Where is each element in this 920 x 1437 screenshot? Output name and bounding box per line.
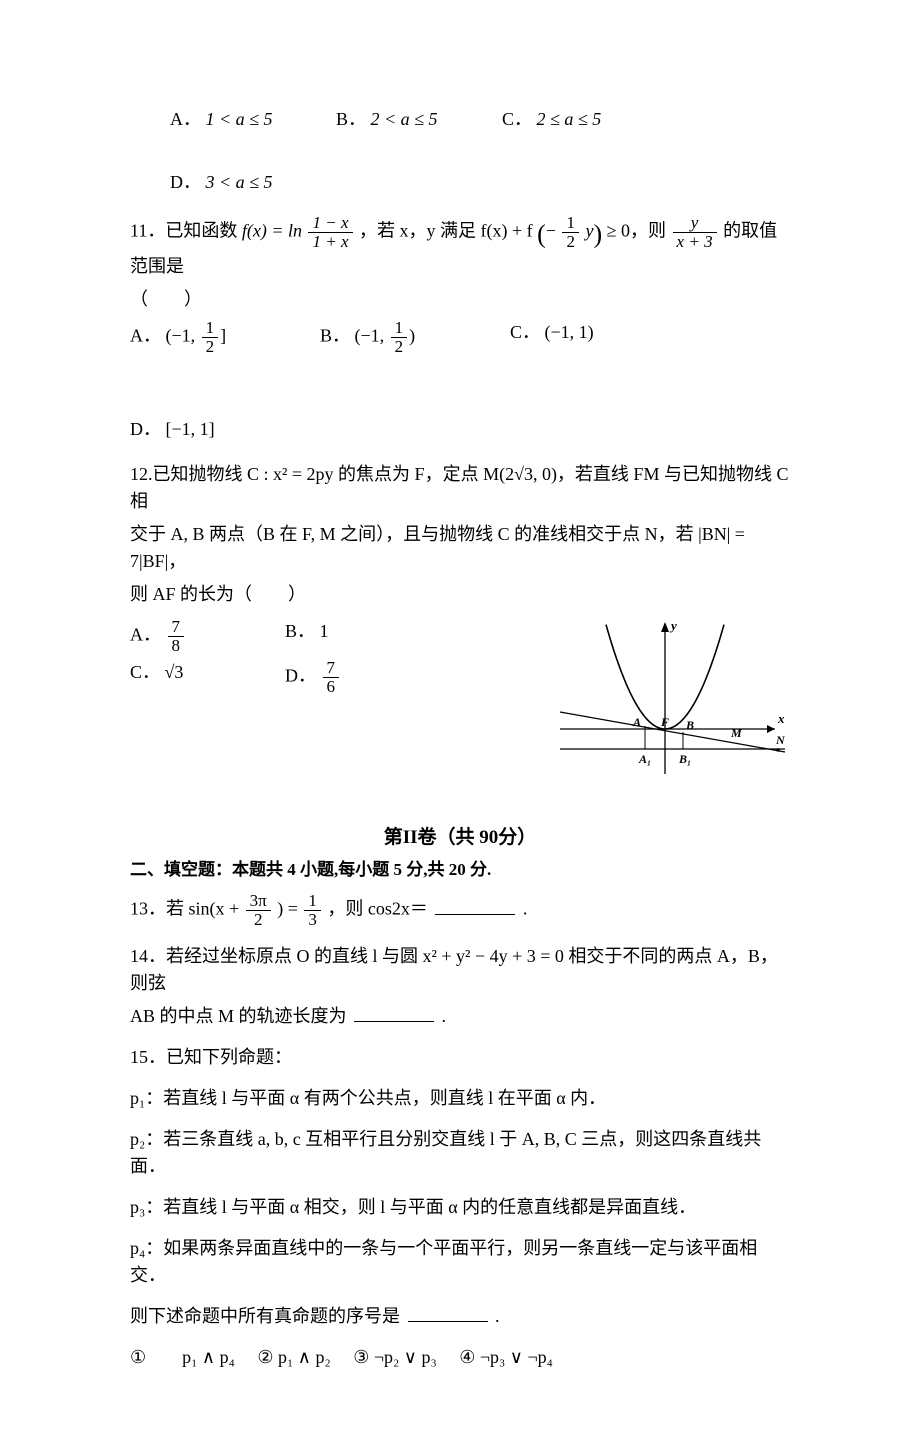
q11-paren: （ ）: [130, 286, 790, 313]
blank-q13: [435, 896, 515, 915]
q12-opt-c: C． √3: [130, 659, 285, 696]
q11-opt-a: A． (−1, 12]: [130, 319, 260, 356]
q12-opt-d: D． 76: [285, 659, 440, 696]
svg-text:y: y: [669, 618, 677, 633]
svg-text:x: x: [777, 711, 785, 726]
svg-text:F: F: [660, 715, 669, 729]
frac-1mx-1px: 1 − x1 + x: [308, 214, 352, 251]
section-ii-sub: 二、填空题：本题共 4 小题,每小题 5 分,共 20 分.: [130, 857, 790, 883]
q12-line3: 则 AF 的长为（ ）: [130, 581, 790, 608]
q14-line1: 14．若经过坐标原点 O 的直线 l 与圆 x² + y² − 4y + 3 =…: [130, 943, 790, 997]
q11-options: A． (−1, 12] B． (−1, 12) C． (−1, 1) D． [−…: [130, 319, 790, 443]
parabola-figure: x y A F B M N A₁ B₁: [550, 614, 790, 794]
q14-line2: AB 的中点 M 的轨迹长度为 .: [130, 1003, 790, 1030]
q10-opt-a: A． 1 < a ≤ 5: [170, 106, 300, 133]
q11-opt-d: D． [−1, 1]: [130, 416, 260, 443]
q11-stem: 11．已知函数 f(x) = ln 1 − x1 + x ，若 x，y 满足 f…: [130, 214, 790, 280]
svg-text:B₁: B₁: [678, 752, 691, 766]
q10-options: A． 1 < a ≤ 5 B． 2 < a ≤ 5 C． 2 ≤ a ≤ 5 D…: [170, 106, 790, 196]
q12-options-and-figure: A． 78 B． 1 C． √3 D． 76 x y A F B M N A₁ B₁: [130, 614, 790, 794]
q10-opt-b: B． 2 < a ≤ 5: [336, 106, 466, 133]
q13: 13．若 sin(x + 3π2 ) = 13 ，则 cos2x＝ .: [130, 892, 790, 929]
q12-line1: 12.已知抛物线 C : x² = 2py 的焦点为 F，定点 M(2√3, 0…: [130, 461, 790, 515]
q11-opt-c: C． (−1, 1): [510, 319, 640, 356]
q15-p2: p₂：若三条直线 a, b, c 互相平行且分别交直线 l 于 A, B, C …: [130, 1126, 790, 1180]
q15-ask: 则下述命题中所有真命题的序号是 .: [130, 1303, 790, 1330]
q12-line2: 交于 A, B 两点（B 在 F, M 之间），且与抛物线 C 的准线相交于点 …: [130, 521, 790, 575]
q11-opt-b: B． (−1, 12): [320, 319, 450, 356]
q15-lead: 15．已知下列命题：: [130, 1044, 790, 1071]
svg-text:A₁: A₁: [638, 752, 651, 766]
svg-text:M: M: [730, 726, 742, 740]
section-ii-title: 第II卷（共 90分）: [130, 824, 790, 853]
blank-q14: [354, 1003, 434, 1022]
q10-opt-c: C． 2 ≤ a ≤ 5: [502, 106, 632, 133]
q15-p4: p₄：如果两条异面直线中的一条与一个平面平行，则另一条直线一定与该平面相交．: [130, 1235, 790, 1289]
q15-p3: p₃：若直线 l 与平面 α 相交，则 l 与平面 α 内的任意直线都是异面直线…: [130, 1194, 790, 1221]
q12-opt-a: A． 78: [130, 618, 285, 655]
q15-p1: p₁：若直线 l 与平面 α 有两个公共点，则直线 l 在平面 α 内．: [130, 1085, 790, 1112]
svg-text:A: A: [632, 715, 641, 729]
svg-text:N: N: [775, 733, 786, 747]
q12-opt-b: B． 1: [285, 618, 440, 655]
q15-options: ① p₁ ∧ p₄ ② p₁ ∧ p₂ ③ ¬p₂ ∨ p₃ ④ ¬p₃ ∨ ¬…: [130, 1344, 790, 1371]
q12-options: A． 78 B． 1 C． √3 D． 76: [130, 614, 440, 699]
q10-opt-d: D． 3 < a ≤ 5: [170, 169, 300, 196]
frac-y-xp3: yx + 3: [673, 214, 717, 251]
blank-q15: [408, 1303, 488, 1322]
svg-text:B: B: [685, 718, 694, 732]
